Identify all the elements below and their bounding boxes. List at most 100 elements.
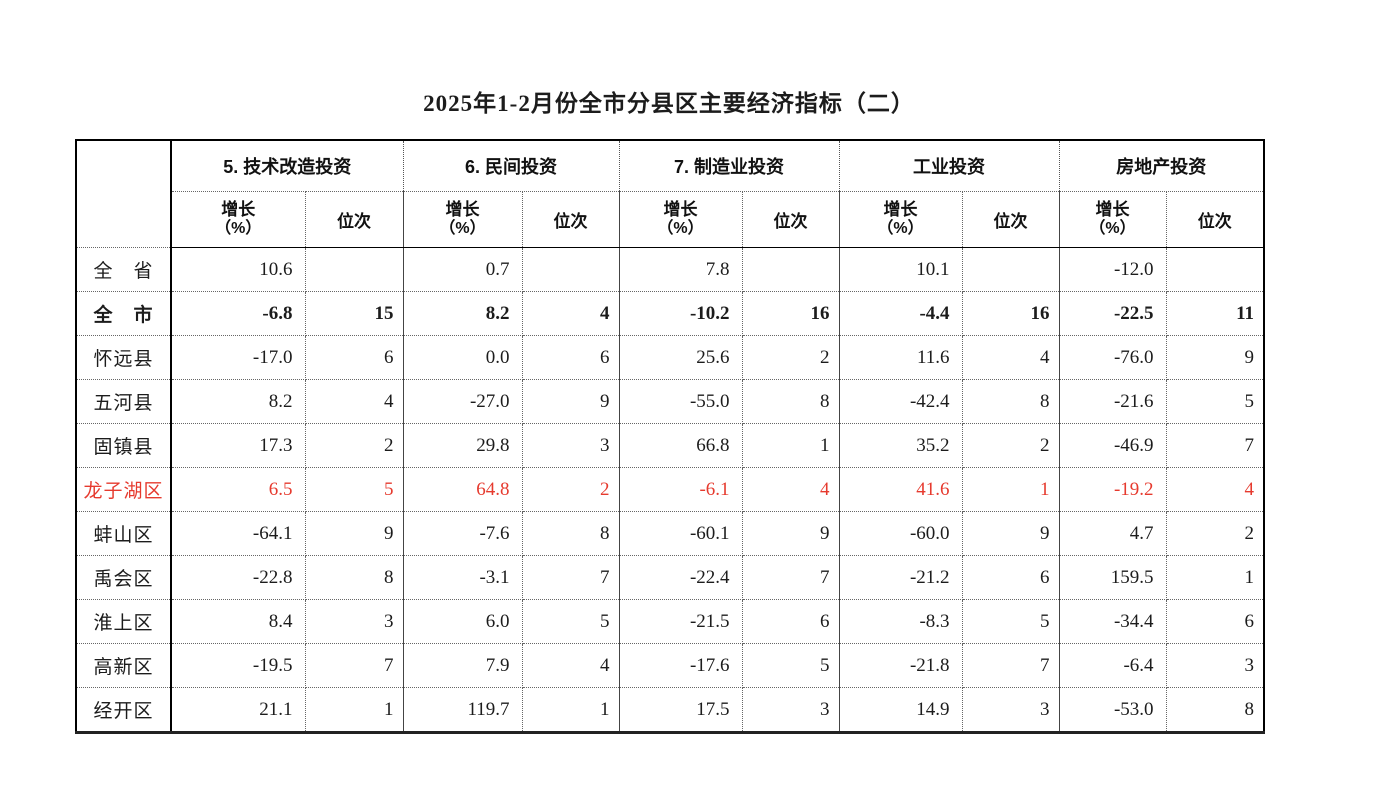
growth-cell: -27.0 bbox=[403, 379, 523, 424]
growth-cell: -55.0 bbox=[619, 379, 743, 424]
growth-label: 增长 bbox=[1095, 200, 1130, 220]
rank-cell: 4 bbox=[522, 643, 620, 688]
row-label: 禹会区 bbox=[76, 555, 172, 600]
row-label: 龙子湖区 bbox=[76, 467, 172, 512]
rank-cell bbox=[305, 247, 404, 292]
column-group-header-manufacturing: 7. 制造业投资 bbox=[619, 140, 840, 192]
rank-cell bbox=[522, 247, 620, 292]
growth-cell: 4.7 bbox=[1059, 511, 1167, 556]
row-label: 淮上区 bbox=[76, 599, 172, 644]
growth-cell: 41.6 bbox=[839, 467, 963, 512]
growth-header: 增长 （%） bbox=[403, 191, 523, 248]
rank-cell: 1 bbox=[962, 467, 1060, 512]
growth-unit-label: （%） bbox=[877, 220, 924, 238]
rank-header: 位次 bbox=[1166, 191, 1265, 248]
rank-cell: 6 bbox=[962, 555, 1060, 600]
rank-cell: 5 bbox=[522, 599, 620, 644]
table-header: 5. 技术改造投资 6. 民间投资 7. 制造业投资 工业投资 房地产投资 增长… bbox=[76, 140, 1265, 248]
growth-label: 增长 bbox=[445, 200, 480, 220]
rank-cell: 3 bbox=[522, 423, 620, 468]
growth-cell: 0.0 bbox=[403, 335, 523, 380]
rank-cell: 8 bbox=[1244, 698, 1255, 720]
rank-cell: 7 bbox=[742, 555, 840, 600]
rank-cell: 9 bbox=[1166, 335, 1265, 380]
document-page: 2025年1-2月份全市分县区主要经济指标（二） 5. 技术改造投资 6. 民间… bbox=[75, 84, 1266, 734]
growth-cell: -3.1 bbox=[403, 555, 523, 600]
growth-unit-label: （%） bbox=[657, 220, 704, 238]
table-body: 全 省 10.6 0.7 7.8 10.1 -12.0 全 市 -6.8 15 8.2 4 -10.2… bbox=[76, 247, 1265, 733]
rank-cell: 4 bbox=[742, 467, 840, 512]
table-row: 龙子湖区 6.5 5 64.8 2 -6.1 4 41.6 1 -19.2 4 bbox=[76, 467, 1265, 512]
growth-cell: 6.5 bbox=[171, 467, 306, 512]
growth-cell: 11.6 bbox=[839, 335, 963, 380]
growth-cell: -7.6 bbox=[403, 511, 523, 556]
rank-cell: 5 bbox=[1166, 379, 1265, 424]
rank-cell: 8 bbox=[962, 379, 1060, 424]
rank-cell: 8 bbox=[742, 379, 840, 424]
growth-header: 增长 （%） bbox=[171, 191, 306, 248]
rank-header: 位次 bbox=[305, 191, 404, 248]
growth-cell: -6.8 bbox=[171, 291, 306, 336]
rank-cell: 4 bbox=[522, 291, 620, 336]
table-row: 全 省 10.6 0.7 7.8 10.1 -12.0 bbox=[76, 247, 1265, 292]
table-row: 固镇县 17.3 2 29.8 3 66.8 1 35.2 2 -46.9 7 bbox=[76, 423, 1265, 468]
growth-cell: 17.5 bbox=[619, 687, 743, 733]
growth-cell: 6.0 bbox=[403, 599, 523, 644]
growth-cell: 66.8 bbox=[619, 423, 743, 468]
growth-header: 增长 （%） bbox=[1059, 191, 1167, 248]
rank-cell: 2 bbox=[522, 467, 620, 512]
growth-cell: -17.0 bbox=[171, 335, 306, 380]
growth-cell: -76.0 bbox=[1059, 335, 1167, 380]
rank-cell: 7 bbox=[1166, 423, 1265, 468]
growth-cell: -4.4 bbox=[839, 291, 963, 336]
rank-cell bbox=[962, 247, 1060, 292]
rank-cell: 5 bbox=[742, 643, 840, 688]
table-row: 五河县 8.2 4 -27.0 9 -55.0 8 -42.4 8 -21.6 5 bbox=[76, 379, 1265, 424]
rank-cell: 5 bbox=[305, 467, 404, 512]
growth-cell: 25.6 bbox=[619, 335, 743, 380]
rank-cell: 9 bbox=[522, 379, 620, 424]
rank-cell: 2 bbox=[742, 335, 840, 380]
growth-cell: 17.3 bbox=[171, 423, 306, 468]
rank-cell: 15 bbox=[305, 291, 404, 336]
growth-cell: -21.2 bbox=[839, 555, 963, 600]
growth-cell: -22.4 bbox=[619, 555, 743, 600]
growth-cell: -21.5 bbox=[619, 599, 743, 644]
rank-cell: 2 bbox=[305, 423, 404, 468]
rank-cell: 9 bbox=[305, 511, 404, 556]
table-row: 淮上区 8.4 3 6.0 5 -21.5 6 -8.3 5 -34.4 6 bbox=[76, 599, 1265, 644]
growth-cell: 159.5 bbox=[1059, 555, 1167, 600]
page-title: 2025年1-2月份全市分县区主要经济指标（二） bbox=[423, 91, 915, 116]
growth-cell: 10.1 bbox=[839, 247, 963, 292]
row-label: 高新区 bbox=[76, 643, 172, 688]
corner-cell bbox=[76, 140, 172, 248]
rank-header: 位次 bbox=[522, 191, 620, 248]
rank-cell: 6 bbox=[522, 335, 620, 380]
rank-header: 位次 bbox=[962, 191, 1060, 248]
growth-cell: -60.0 bbox=[839, 511, 963, 556]
growth-cell: -22.8 bbox=[171, 555, 306, 600]
rank-cell: 6 bbox=[1166, 599, 1265, 644]
row-label: 固镇县 bbox=[76, 423, 172, 468]
rank-cell: 3 bbox=[1166, 643, 1265, 688]
growth-unit-label: （%） bbox=[1089, 220, 1136, 238]
growth-cell: -60.1 bbox=[619, 511, 743, 556]
rank-cell: 9 bbox=[962, 511, 1060, 556]
growth-cell: -12.0 bbox=[1059, 247, 1167, 292]
growth-label: 增长 bbox=[883, 200, 918, 220]
rank-cell: 1 bbox=[522, 687, 620, 733]
rank-cell: 7 bbox=[522, 555, 620, 600]
growth-cell: -19.5 bbox=[171, 643, 306, 688]
economic-indicators-table: 5. 技术改造投资 6. 民间投资 7. 制造业投资 工业投资 房地产投资 增长… bbox=[75, 139, 1266, 734]
column-group-header-industrial: 工业投资 bbox=[839, 140, 1060, 192]
growth-cell: -10.2 bbox=[619, 291, 743, 336]
rank-cell: 11 bbox=[1166, 291, 1265, 336]
growth-cell: 8.2 bbox=[403, 291, 523, 336]
rank-cell: 8 bbox=[305, 555, 404, 600]
growth-cell: 64.8 bbox=[403, 467, 523, 512]
rank-cell: 2 bbox=[1166, 511, 1265, 556]
rank-cell: 3 bbox=[962, 687, 1060, 733]
rank-cell: 4 bbox=[1166, 467, 1265, 512]
row-label: 怀远县 bbox=[76, 335, 172, 380]
growth-cell: -8.3 bbox=[839, 599, 963, 644]
